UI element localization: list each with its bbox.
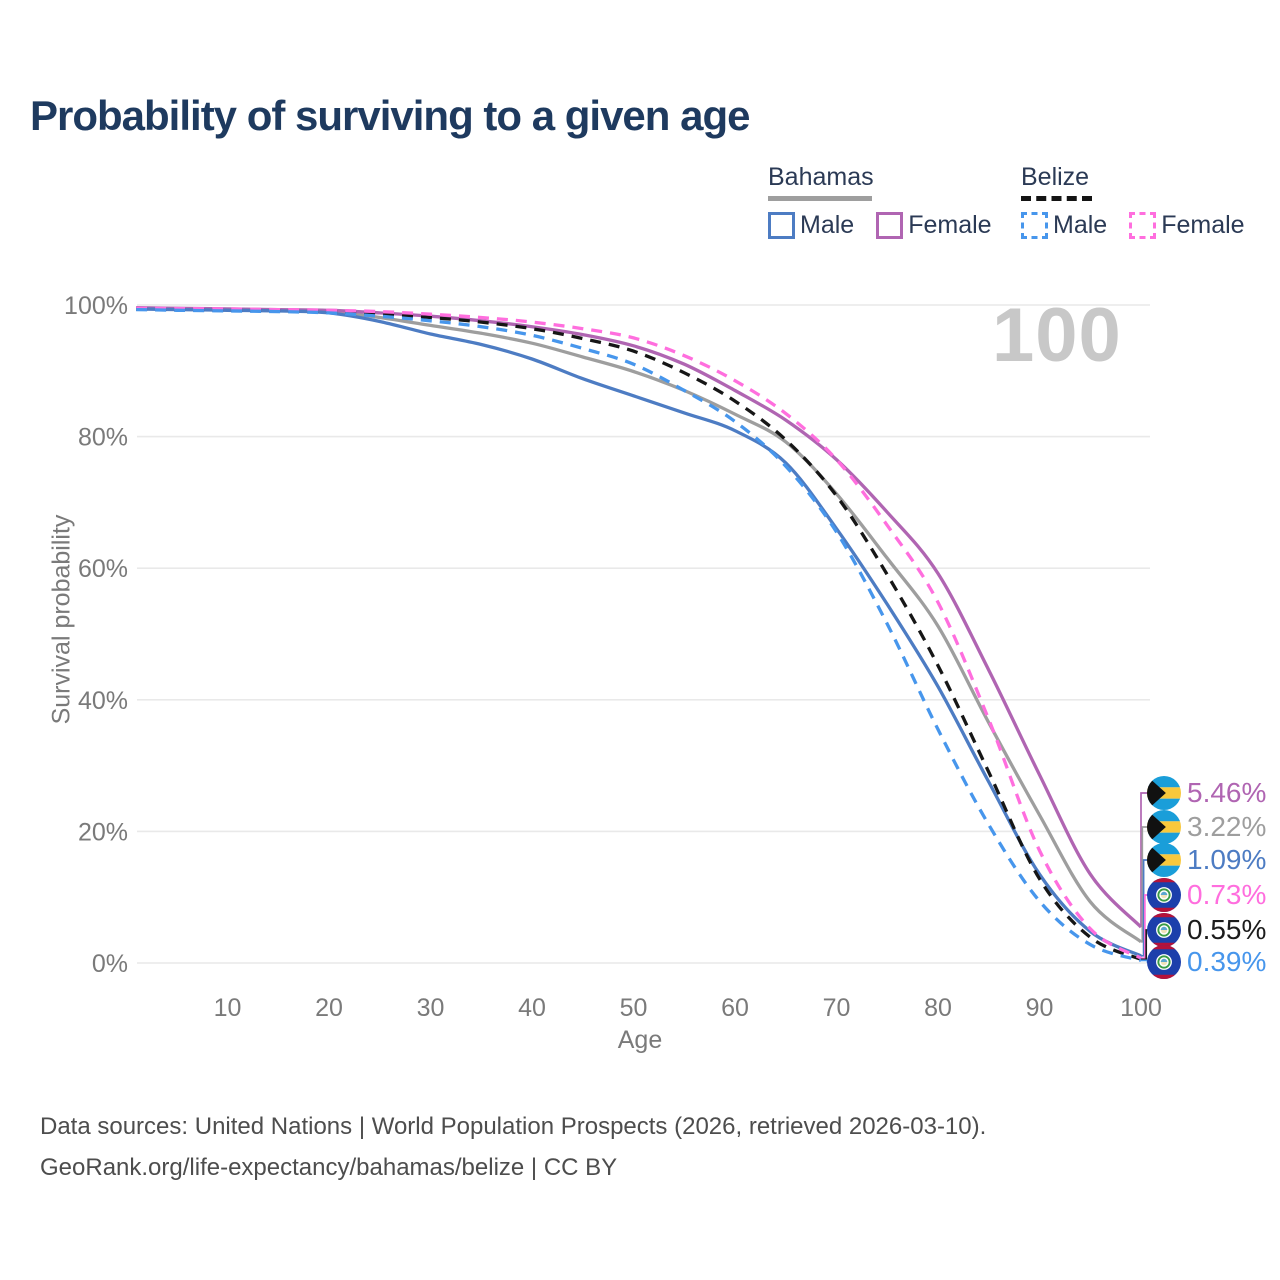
page-title: Probability of surviving to a given age (30, 92, 750, 139)
x-tick-label: 70 (823, 994, 851, 1022)
end-label-belize-total: 0.55% (1147, 913, 1266, 947)
leader-line-belize-female (1141, 894, 1148, 960)
end-label-bahamas-total: 3.22% (1147, 810, 1266, 844)
footer-data-sources: Data sources: United Nations | World Pop… (40, 1113, 987, 1140)
leader-line-bahamas-male (1141, 859, 1148, 957)
curve-bahamas-male[interactable] (136, 307, 1142, 958)
x-tick-label: 60 (721, 994, 749, 1022)
x-axis-title: Age (617, 1026, 663, 1054)
legend-item-belize-female[interactable]: Female (1129, 211, 1245, 240)
legend-item-label: Female (908, 211, 992, 239)
x-tick-label: 20 (315, 994, 343, 1022)
y-axis-title: Survival probability (47, 514, 76, 725)
belize-flag-icon (1147, 913, 1181, 947)
legend-header-bahamas: Bahamas (768, 163, 874, 191)
curve-belize[interactable] (136, 307, 1142, 961)
x-tick-labels: 10 20 30 40 50 60 70 80 90 100 (214, 994, 1162, 1022)
bahamas-flag-icon (1147, 843, 1181, 877)
x-tick-label: 30 (417, 994, 445, 1022)
end-label-bahamas-male: 1.09% (1147, 843, 1266, 877)
end-label-belize-male: 0.39% (1147, 945, 1266, 979)
end-label-value: 5.46% (1187, 777, 1267, 808)
curve-belize-male[interactable] (136, 307, 1142, 962)
end-label-value: 0.73% (1187, 879, 1267, 910)
y-tick-label: 100% (64, 292, 128, 320)
leader-line-bahamas-female (1140, 792, 1148, 928)
x-tick-label: 40 (518, 994, 546, 1022)
legend-linestyle-belize (1021, 196, 1092, 201)
belize-flag-icon (1147, 945, 1181, 979)
end-label-value: 0.39% (1187, 946, 1267, 977)
belize-male-swatch-icon (1021, 212, 1048, 239)
x-tick-label: 80 (924, 994, 952, 1022)
end-label-value: 1.09% (1187, 844, 1267, 875)
survival-curves (136, 305, 1143, 962)
footer-attribution: GeoRank.org/life-expectancy/bahamas/beli… (40, 1154, 618, 1181)
end-label-bahamas-female: 5.46% (1147, 776, 1266, 810)
y-tick-label: 40% (78, 687, 128, 715)
legend-linestyle-bahamas (768, 196, 872, 201)
leader-line-bahamas (1141, 826, 1148, 943)
legend-group-belize: Belize Male Female (1021, 163, 1245, 240)
bahamas-male-swatch-icon (768, 212, 795, 239)
bahamas-flag-icon (1147, 776, 1181, 810)
y-tick-label: 60% (78, 555, 128, 583)
legend-header-belize: Belize (1021, 163, 1090, 191)
x-tick-label: 10 (214, 994, 242, 1022)
footer: Data sources: United Nations | World Pop… (40, 1106, 986, 1188)
curve-bahamas[interactable] (136, 306, 1143, 944)
y-tick-label: 20% (78, 818, 128, 846)
curve-belize-female[interactable] (136, 306, 1142, 960)
legend-item-label: Male (800, 211, 855, 239)
legend-group-bahamas: Bahamas Male Female (768, 163, 992, 240)
x-tick-label: 100 (1120, 994, 1162, 1022)
curve-bahamas-female[interactable] (136, 305, 1143, 929)
legend-item-label: Male (1053, 211, 1108, 239)
age-watermark: 100 (992, 293, 1122, 378)
belize-female-swatch-icon (1129, 212, 1157, 239)
end-label-belize-female: 0.73% (1147, 878, 1266, 912)
legend-item-belize-male[interactable]: Male (1021, 211, 1107, 240)
gridlines (137, 304, 1150, 964)
legend-item-bahamas-male[interactable]: Male (768, 211, 854, 240)
legend-item-label: Female (1161, 211, 1245, 239)
y-tick-label: 0% (92, 950, 128, 978)
end-label-value: 0.55% (1187, 914, 1267, 945)
legend-item-bahamas-female[interactable]: Female (876, 211, 992, 240)
y-tick-label: 80% (78, 424, 128, 452)
x-tick-label: 90 (1026, 994, 1054, 1022)
bahamas-flag-icon (1147, 810, 1181, 844)
belize-flag-icon (1147, 878, 1181, 912)
leader-lines (1140, 792, 1149, 963)
y-tick-labels: 0% 20% 40% 60% 80% 100% (64, 292, 128, 978)
bahamas-female-swatch-icon (876, 212, 904, 239)
x-tick-label: 50 (620, 994, 648, 1022)
end-label-value: 3.22% (1187, 811, 1267, 842)
